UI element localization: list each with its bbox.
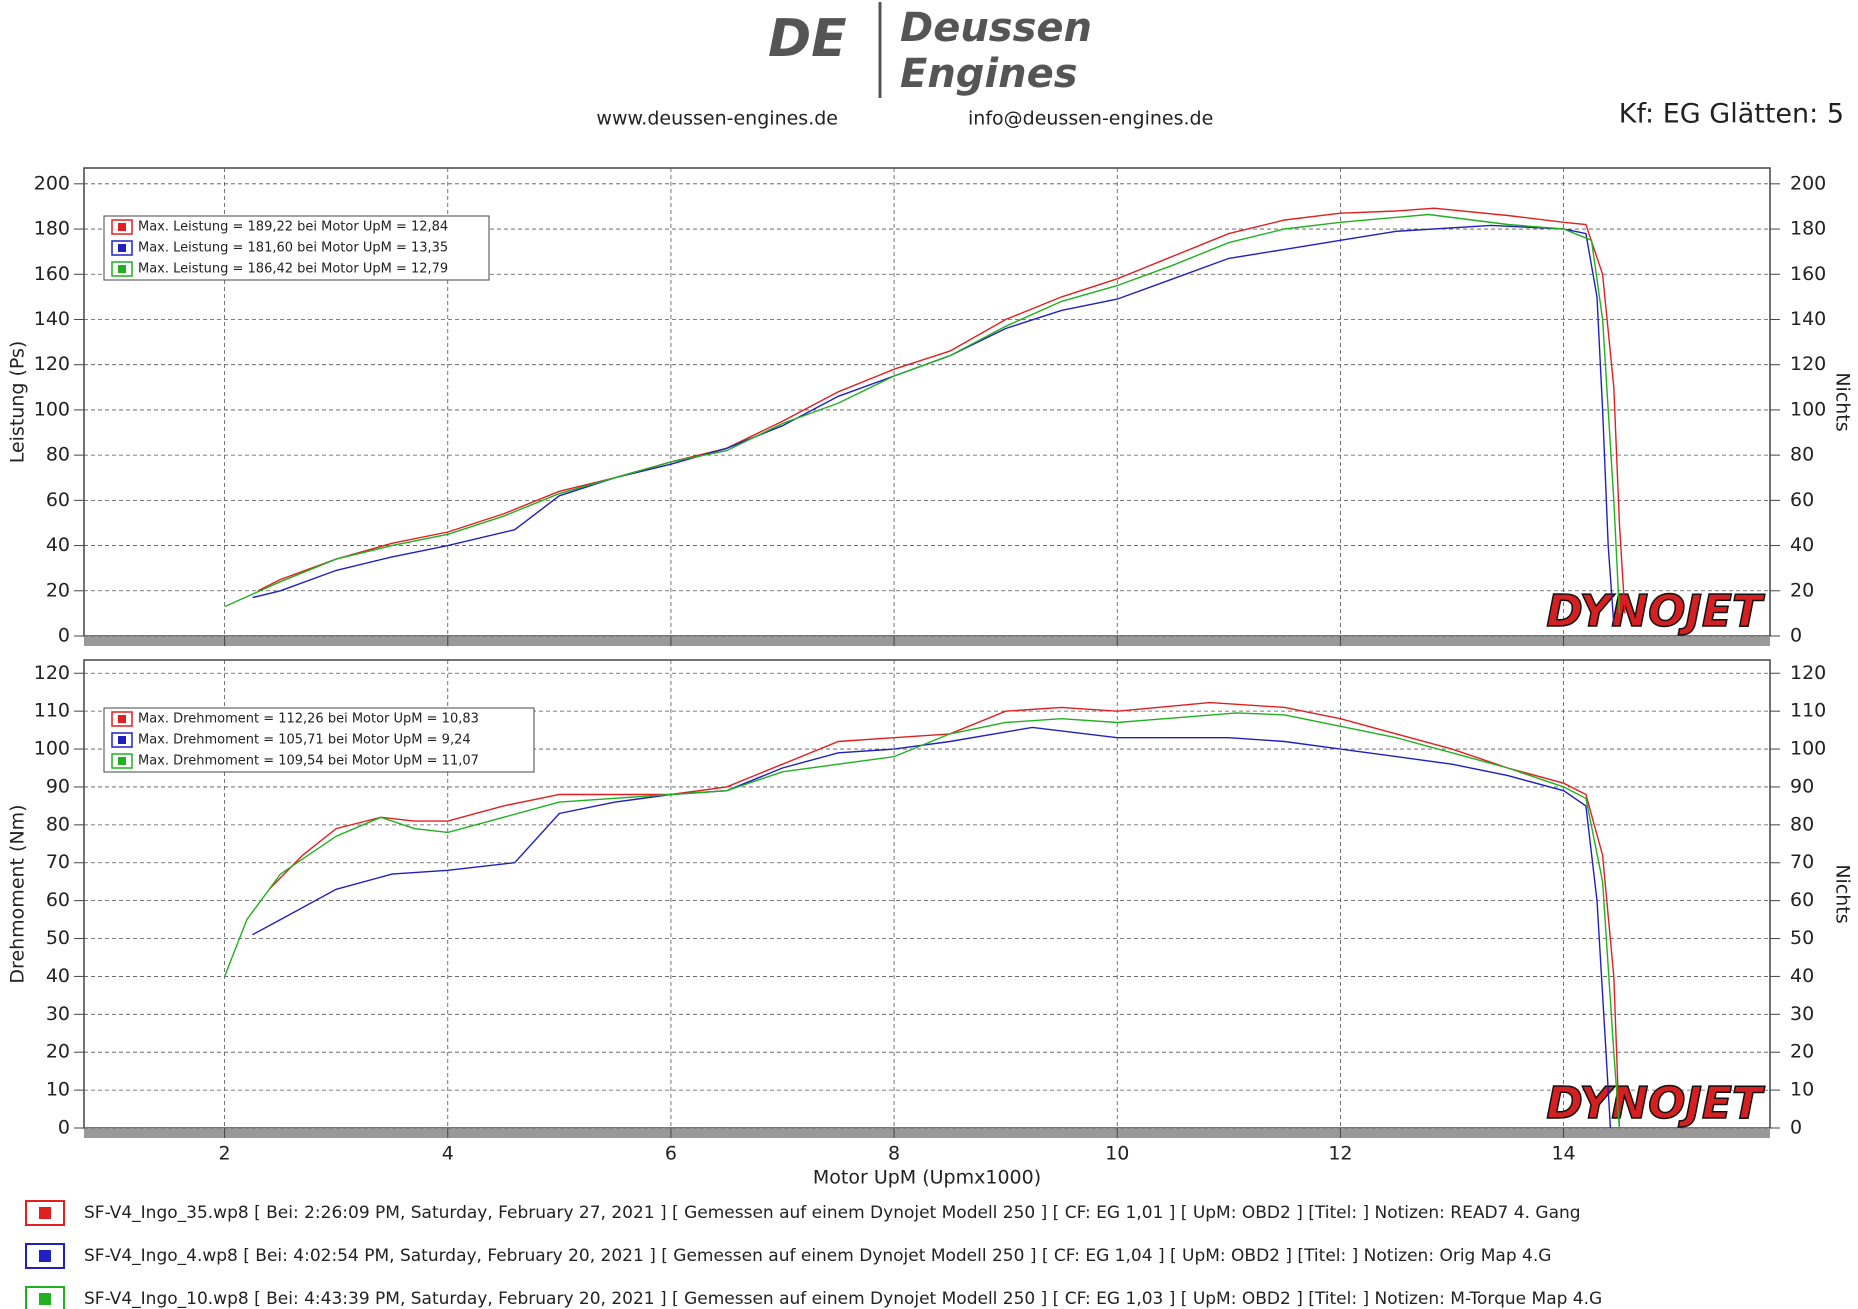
legend-entry: Max. Drehmoment = 105,71 bei Motor UpM =…	[138, 733, 471, 748]
y2-tick-label: 0	[1790, 625, 1802, 647]
run-swatch	[39, 1207, 51, 1219]
legend-swatch	[118, 736, 126, 744]
x-tick-label: 10	[1105, 1143, 1129, 1165]
y2-tick-label: 30	[1790, 1003, 1814, 1025]
legend-box	[103, 215, 490, 281]
y2-tick-label: 200	[1790, 172, 1826, 194]
y-tick-label: 0	[58, 625, 70, 647]
y-tick-label: 100	[34, 398, 70, 420]
y-tick-label: 200	[34, 172, 70, 194]
y2-tick-label: 110	[1790, 700, 1826, 722]
y-tick-label: 140	[34, 308, 70, 330]
y-tick-label: 0	[58, 1117, 70, 1139]
y2-tick-label: 20	[1790, 579, 1814, 601]
y-tick-label: 20	[46, 579, 70, 601]
legend-swatch	[118, 757, 126, 765]
x-tick-label: 6	[665, 1143, 677, 1165]
legend-entry: Max. Leistung = 181,60 bei Motor UpM = 1…	[138, 241, 448, 256]
y2-axis-label: Nichts	[1832, 372, 1854, 431]
y2-tick-label: 140	[1790, 308, 1826, 330]
dynojet-watermark: DYNOJET	[1546, 586, 1765, 637]
x-tick-label: 14	[1551, 1143, 1575, 1165]
y2-axis-label: Nichts	[1832, 864, 1854, 923]
y2-tick-label: 60	[1790, 489, 1814, 511]
dynojet-watermark: DYNOJET	[1546, 1078, 1765, 1129]
y-tick-label: 160	[34, 263, 70, 285]
series-line	[252, 726, 1612, 1129]
y2-tick-label: 90	[1790, 775, 1814, 797]
y-tick-label: 40	[46, 534, 70, 556]
legend-entry: Max. Leistung = 186,42 bei Motor UpM = 1…	[138, 262, 448, 277]
y-tick-label: 30	[46, 1003, 70, 1025]
logo-line1: Deussen	[900, 5, 1092, 51]
series-line	[224, 213, 1621, 614]
y-tick-label: 60	[46, 889, 70, 911]
y-axis-label: Leistung (Ps)	[7, 341, 29, 464]
run-swatch-frame	[25, 1243, 65, 1269]
x-axis-label: Motor UpM (Upmx1000)	[813, 1167, 1041, 1189]
legend-swatch	[118, 265, 126, 273]
logo-mark: DE	[768, 9, 847, 69]
smoothing-setting: Kf: EG Glätten: 5	[1619, 99, 1844, 130]
y-tick-label: 110	[34, 700, 70, 722]
y2-tick-label: 80	[1790, 813, 1814, 835]
y-tick-label: 80	[46, 444, 70, 466]
y-axis-label: Drehmoment (Nm)	[7, 804, 29, 983]
logo-line2: Engines	[900, 51, 1078, 97]
email: info@deussen-engines.de	[968, 108, 1213, 130]
series-line	[257, 207, 1626, 614]
legend-entry: Max. Drehmoment = 109,54 bei Motor UpM =…	[138, 754, 479, 769]
y-tick-label: 70	[46, 851, 70, 873]
y-tick-label: 50	[46, 927, 70, 949]
y-tick-label: 60	[46, 489, 70, 511]
legend-swatch	[118, 715, 126, 723]
y2-tick-label: 120	[1790, 662, 1826, 684]
run-description: SF-V4_Ingo_10.wp8 [ Bei: 4:43:39 PM, Sat…	[84, 1289, 1602, 1309]
y-tick-label: 40	[46, 965, 70, 987]
legend-swatch	[118, 244, 126, 252]
y-tick-label: 90	[46, 775, 70, 797]
series-line	[223, 712, 1621, 1129]
series-line	[252, 224, 1615, 625]
y2-tick-label: 0	[1790, 1117, 1802, 1139]
y-tick-label: 80	[46, 813, 70, 835]
y2-tick-label: 100	[1790, 398, 1826, 420]
x-axis-band	[84, 636, 1770, 646]
y2-tick-label: 160	[1790, 263, 1826, 285]
legend-swatch	[118, 223, 126, 231]
x-axis-band	[84, 1128, 1770, 1138]
y-tick-label: 180	[34, 218, 70, 240]
y2-tick-label: 60	[1790, 889, 1814, 911]
legend-entry: Max. Drehmoment = 112,26 bei Motor UpM =…	[138, 712, 479, 727]
run-swatch	[39, 1250, 51, 1262]
run-description: SF-V4_Ingo_35.wp8 [ Bei: 2:26:09 PM, Sat…	[84, 1203, 1581, 1223]
run-description: SF-V4_Ingo_4.wp8 [ Bei: 4:02:54 PM, Satu…	[84, 1246, 1551, 1266]
x-tick-label: 12	[1328, 1143, 1352, 1165]
y-tick-label: 120	[34, 353, 70, 375]
legend-entry: Max. Leistung = 189,22 bei Motor UpM = 1…	[138, 220, 448, 235]
y2-tick-label: 180	[1790, 218, 1826, 240]
run-swatch-frame	[25, 1200, 65, 1226]
y2-tick-label: 80	[1790, 444, 1814, 466]
website: www.deussen-engines.de	[596, 108, 838, 130]
y2-tick-label: 20	[1790, 1041, 1814, 1063]
x-tick-label: 8	[888, 1143, 900, 1165]
x-tick-label: 2	[219, 1143, 231, 1165]
legend-box	[103, 707, 535, 773]
y-tick-label: 20	[46, 1041, 70, 1063]
y-tick-label: 120	[34, 662, 70, 684]
y2-tick-label: 10	[1790, 1079, 1814, 1101]
x-tick-label: 4	[442, 1143, 454, 1165]
y2-tick-label: 50	[1790, 927, 1814, 949]
y-tick-label: 100	[34, 738, 70, 760]
y2-tick-label: 100	[1790, 738, 1826, 760]
y-tick-label: 10	[46, 1079, 70, 1101]
y2-tick-label: 40	[1790, 965, 1814, 987]
run-swatch	[39, 1293, 51, 1305]
y2-tick-label: 70	[1790, 851, 1814, 873]
y2-tick-label: 120	[1790, 353, 1826, 375]
y2-tick-label: 40	[1790, 534, 1814, 556]
